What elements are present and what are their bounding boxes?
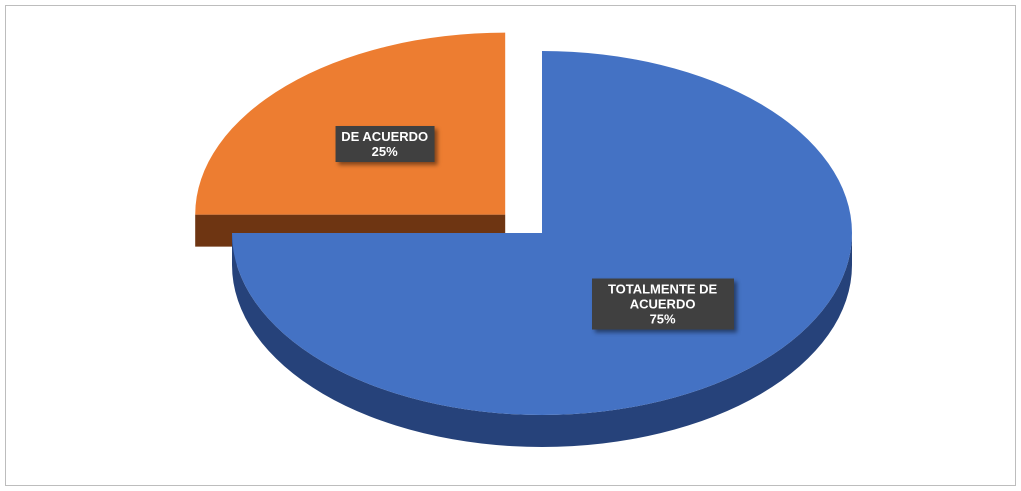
data-label: TOTALMENTE DE ACUERDO 75% — [591, 278, 734, 330]
slice-side — [232, 233, 852, 447]
slice — [195, 32, 506, 215]
label-value: 25% — [371, 143, 398, 159]
label-category: TOTALMENTE DE ACUERDO — [607, 281, 718, 312]
label-value: 75% — [649, 311, 676, 327]
data-label: DE ACUERDO 25% — [335, 125, 435, 162]
label-category: DE ACUERDO — [341, 128, 429, 144]
